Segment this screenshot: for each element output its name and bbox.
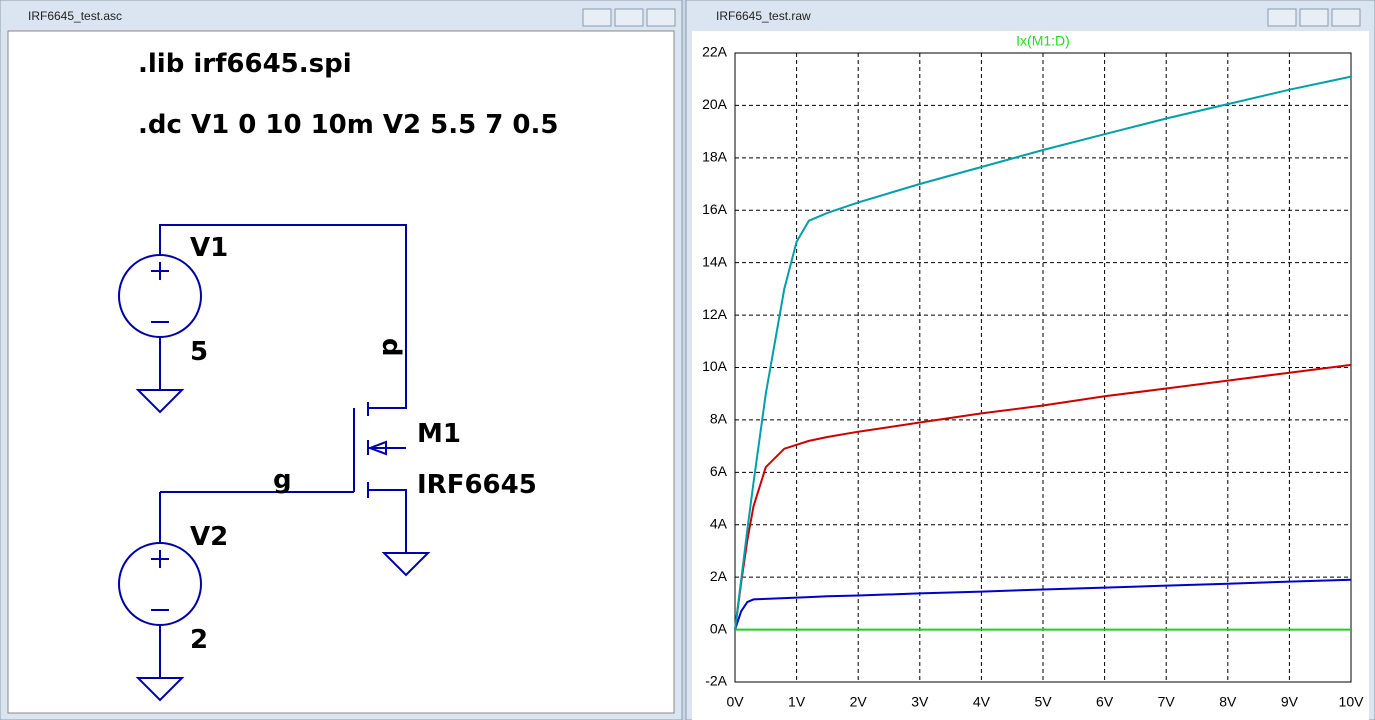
window-title: IRF6645_test.asc	[28, 9, 122, 23]
plot-canvas	[692, 31, 1369, 720]
series-line	[734, 363, 1352, 630]
plot-window: IRF6645_test.raw Ix(M1:D)	[685, 0, 1375, 720]
component-value: 2	[190, 625, 208, 655]
window-title: IRF6645_test.raw	[716, 9, 811, 23]
y-tick-label: 4A	[710, 515, 728, 531]
y-tick-label: 10A	[702, 358, 728, 374]
x-tick-label: 2V	[850, 694, 868, 710]
y-tick-label: 18A	[702, 149, 728, 165]
plot-border	[734, 52, 1352, 683]
y-tick-label: 20A	[702, 96, 728, 112]
net-label: g	[273, 465, 292, 495]
x-tick-label: 9V	[1281, 694, 1299, 710]
component-name: M1	[417, 419, 461, 449]
series-line	[734, 578, 1352, 630]
x-tick-label: 6V	[1096, 694, 1114, 710]
component-value: 5	[190, 337, 208, 367]
y-tick-label: 2A	[710, 568, 728, 584]
chart-title: Ix(M1:D)	[1016, 33, 1070, 49]
y-tick-label: -2A	[705, 673, 727, 689]
schematic-window: IRF6645_test.asc .lib irf6645.spi .dc V1…	[0, 0, 683, 720]
series-line	[734, 75, 1352, 630]
y-tick-label: 8A	[710, 411, 728, 427]
schematic-canvas	[7, 30, 675, 714]
x-tick-label: 0V	[726, 694, 744, 710]
net-label: d	[376, 338, 406, 357]
y-tick-label: 6A	[710, 463, 728, 479]
x-tick-label: 8V	[1219, 694, 1237, 710]
y-tick-label: 12A	[702, 306, 728, 322]
circuit	[118, 224, 431, 702]
y-tick-label: 0A	[710, 620, 728, 636]
component-name: V1	[190, 233, 228, 263]
directive: .dc V1 0 10 10m V2 5.5 7 0.5	[138, 110, 559, 140]
component-name: V2	[190, 522, 228, 552]
x-tick-label: 1V	[788, 694, 806, 710]
x-tick-label: 10V	[1339, 694, 1365, 710]
x-tick-label: 5V	[1034, 694, 1052, 710]
directive: .lib irf6645.spi	[138, 49, 352, 79]
x-tick-label: 4V	[973, 694, 991, 710]
component-value: IRF6645	[417, 470, 537, 500]
window-buttons[interactable]	[582, 8, 676, 27]
y-tick-label: 22A	[702, 44, 728, 60]
x-tick-label: 3V	[911, 694, 929, 710]
y-tick-label: 14A	[702, 253, 728, 269]
x-tick-label: 7V	[1158, 694, 1176, 710]
window-buttons[interactable]	[1267, 8, 1361, 27]
y-tick-label: 16A	[702, 201, 728, 217]
